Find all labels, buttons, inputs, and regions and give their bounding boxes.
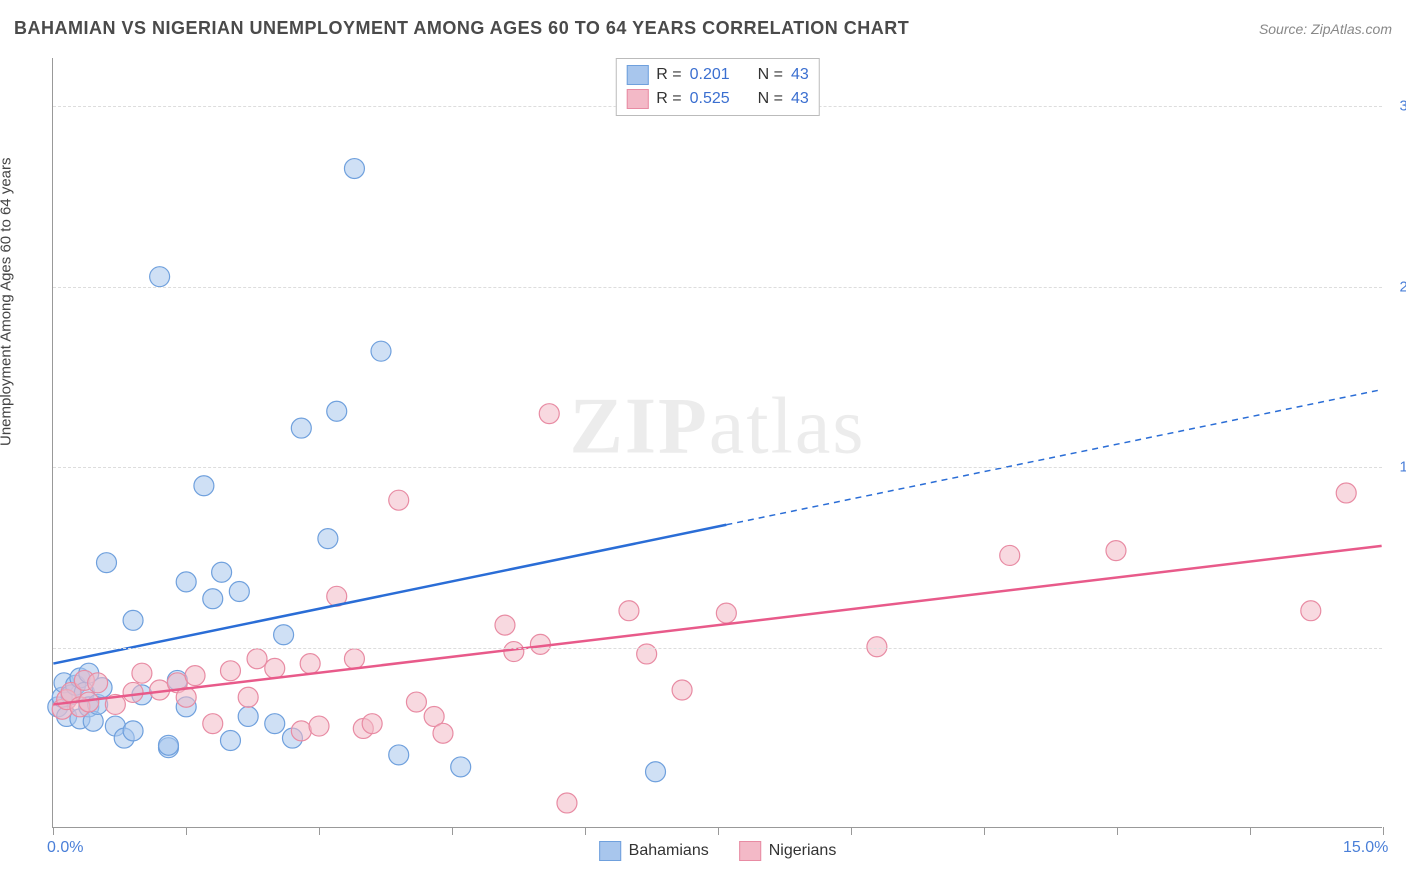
data-point-nigerians xyxy=(619,601,639,621)
y-axis-label: Unemployment Among Ages 60 to 64 years xyxy=(0,157,15,446)
data-point-nigerians xyxy=(291,721,311,741)
plot-area: R = 0.201 N = 43 R = 0.525 N = 43 ZIPatl… xyxy=(52,58,1382,828)
n-label: N = xyxy=(758,90,783,108)
data-point-nigerians xyxy=(389,490,409,510)
legend-label-nigerians: Nigerians xyxy=(769,842,837,860)
legend-item-nigerians: Nigerians xyxy=(739,841,837,861)
x-tick xyxy=(718,827,719,835)
trendline-nigerians xyxy=(53,546,1381,705)
data-point-nigerians xyxy=(433,723,453,743)
data-point-nigerians xyxy=(406,692,426,712)
data-point-bahamians xyxy=(327,401,347,421)
swatch-bahamians xyxy=(599,841,621,861)
data-point-nigerians xyxy=(1301,601,1321,621)
data-point-nigerians xyxy=(539,404,559,424)
data-point-nigerians xyxy=(344,649,364,669)
data-point-bahamians xyxy=(150,267,170,287)
chart-svg xyxy=(53,58,1382,827)
legend-item-bahamians: Bahamians xyxy=(599,841,709,861)
x-tick xyxy=(1383,827,1384,835)
data-point-nigerians xyxy=(265,658,285,678)
data-point-bahamians xyxy=(344,159,364,179)
trendline-bahamians xyxy=(53,525,726,664)
x-tick-label: 0.0% xyxy=(47,839,83,857)
n-value-bahamians: 43 xyxy=(791,66,809,84)
data-point-nigerians xyxy=(362,714,382,734)
data-point-bahamians xyxy=(158,735,178,755)
y-tick-label: 22.5% xyxy=(1399,278,1406,295)
x-tick xyxy=(186,827,187,835)
y-tick-label: 15.0% xyxy=(1399,459,1406,476)
data-point-bahamians xyxy=(389,745,409,765)
data-point-bahamians xyxy=(274,625,294,645)
source-attribution: Source: ZipAtlas.com xyxy=(1259,21,1392,37)
data-point-bahamians xyxy=(203,589,223,609)
data-point-nigerians xyxy=(247,649,267,669)
data-point-nigerians xyxy=(123,682,143,702)
x-tick xyxy=(851,827,852,835)
x-tick xyxy=(585,827,586,835)
data-point-nigerians xyxy=(220,661,240,681)
data-point-bahamians xyxy=(229,582,249,602)
data-point-bahamians xyxy=(291,418,311,438)
swatch-bahamians xyxy=(626,65,648,85)
data-point-bahamians xyxy=(265,714,285,734)
data-point-nigerians xyxy=(504,642,524,662)
data-point-nigerians xyxy=(1336,483,1356,503)
n-value-nigerians: 43 xyxy=(791,90,809,108)
swatch-nigerians xyxy=(626,89,648,109)
data-point-bahamians xyxy=(371,341,391,361)
data-point-nigerians xyxy=(185,666,205,686)
data-point-nigerians xyxy=(300,654,320,674)
legend-row-bahamians: R = 0.201 N = 43 xyxy=(626,63,808,87)
gridline xyxy=(53,467,1382,468)
legend-row-nigerians: R = 0.525 N = 43 xyxy=(626,87,808,111)
y-tick-label: 30.0% xyxy=(1399,98,1406,115)
data-point-bahamians xyxy=(646,762,666,782)
data-point-nigerians xyxy=(495,615,515,635)
r-value-nigerians: 0.525 xyxy=(690,90,742,108)
data-point-bahamians xyxy=(194,476,214,496)
n-label: N = xyxy=(758,66,783,84)
r-label: R = xyxy=(656,66,681,84)
x-tick xyxy=(319,827,320,835)
data-point-bahamians xyxy=(97,553,117,573)
correlation-legend: R = 0.201 N = 43 R = 0.525 N = 43 xyxy=(615,58,819,116)
gridline xyxy=(53,648,1382,649)
swatch-nigerians xyxy=(739,841,761,861)
data-point-nigerians xyxy=(672,680,692,700)
x-tick xyxy=(452,827,453,835)
data-point-nigerians xyxy=(203,714,223,734)
series-legend: Bahamians Nigerians xyxy=(599,841,837,861)
data-point-nigerians xyxy=(238,687,258,707)
data-point-nigerians xyxy=(88,673,108,693)
data-point-bahamians xyxy=(451,757,471,777)
data-point-nigerians xyxy=(309,716,329,736)
data-point-nigerians xyxy=(557,793,577,813)
title-bar: BAHAMIAN VS NIGERIAN UNEMPLOYMENT AMONG … xyxy=(14,18,1392,39)
chart-title: BAHAMIAN VS NIGERIAN UNEMPLOYMENT AMONG … xyxy=(14,18,909,39)
data-point-nigerians xyxy=(1000,545,1020,565)
data-point-bahamians xyxy=(238,706,258,726)
gridline xyxy=(53,287,1382,288)
data-point-bahamians xyxy=(318,529,338,549)
x-tick xyxy=(984,827,985,835)
x-tick-label: 15.0% xyxy=(1343,839,1388,857)
trendline-bahamians-extrapolated xyxy=(726,390,1381,525)
x-tick xyxy=(1250,827,1251,835)
data-point-bahamians xyxy=(220,731,240,751)
x-tick xyxy=(1117,827,1118,835)
data-point-nigerians xyxy=(132,663,152,683)
r-label: R = xyxy=(656,90,681,108)
data-point-bahamians xyxy=(123,721,143,741)
data-point-bahamians xyxy=(123,610,143,630)
x-tick xyxy=(53,827,54,835)
data-point-nigerians xyxy=(716,603,736,623)
data-point-bahamians xyxy=(212,562,232,582)
data-point-bahamians xyxy=(176,572,196,592)
legend-label-bahamians: Bahamians xyxy=(629,842,709,860)
r-value-bahamians: 0.201 xyxy=(690,66,742,84)
data-point-nigerians xyxy=(1106,541,1126,561)
